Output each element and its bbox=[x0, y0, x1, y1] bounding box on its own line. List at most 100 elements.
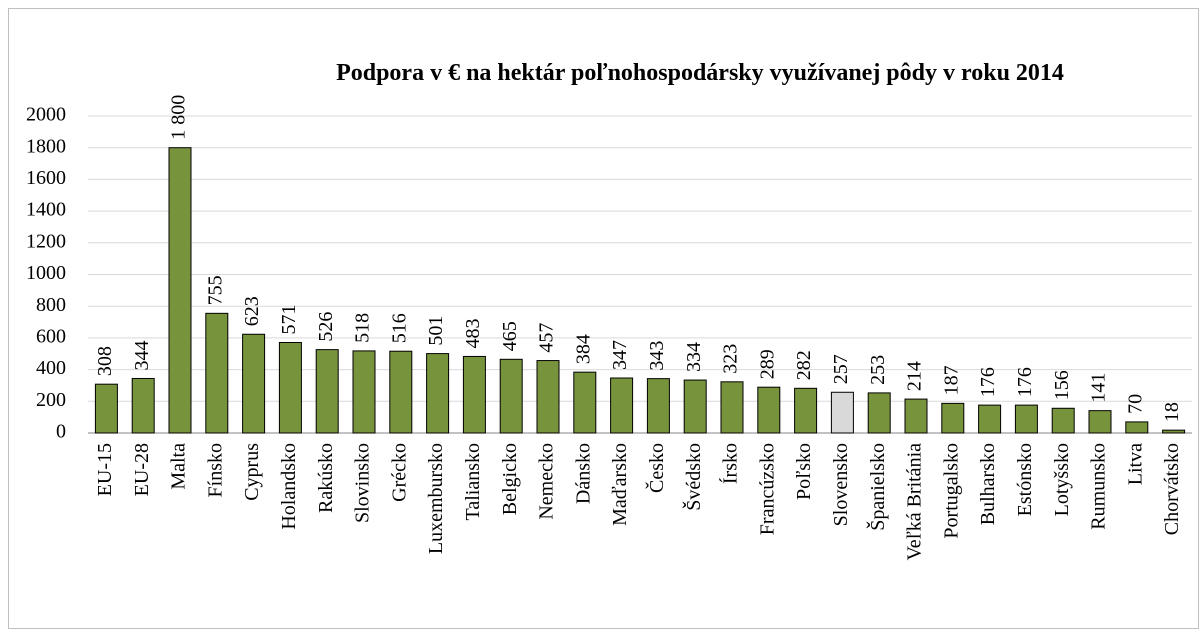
bar bbox=[720, 381, 744, 434]
bar bbox=[646, 378, 670, 434]
value-label: 334 bbox=[683, 342, 705, 372]
value-label: 214 bbox=[904, 361, 926, 391]
bar bbox=[904, 398, 928, 434]
value-label: 289 bbox=[756, 349, 778, 379]
y-tick-label: 1600 bbox=[26, 167, 66, 189]
bar bbox=[315, 349, 339, 434]
x-tick-label: Belgicko bbox=[499, 443, 521, 515]
value-label: 516 bbox=[388, 313, 410, 343]
x-tick-label: Estónsko bbox=[1014, 443, 1036, 516]
bar bbox=[573, 371, 597, 434]
value-label: 257 bbox=[830, 354, 852, 384]
chart-title: Podpora v € na hektár poľnohospodársky v… bbox=[336, 60, 1064, 86]
value-label: 141 bbox=[1088, 373, 1110, 403]
bar bbox=[1162, 429, 1186, 434]
y-tick-label: 1000 bbox=[26, 262, 66, 284]
x-tick-label: Litva bbox=[1124, 443, 1146, 485]
value-label: 571 bbox=[278, 304, 300, 334]
x-tick-label: Bulharsko bbox=[977, 443, 999, 525]
value-label: 623 bbox=[241, 296, 263, 326]
x-tick-label: Poľsko bbox=[793, 443, 815, 500]
x-tick-label: Francúzsko bbox=[756, 443, 778, 535]
value-label: 282 bbox=[793, 350, 815, 380]
bar bbox=[1014, 404, 1038, 434]
bar bbox=[242, 333, 266, 434]
value-label: 384 bbox=[572, 334, 594, 364]
x-tick-label: Veľká Británia bbox=[904, 443, 926, 561]
x-tick-label: Maďarsko bbox=[609, 443, 631, 526]
bar bbox=[499, 358, 523, 434]
bar bbox=[94, 383, 118, 434]
bar bbox=[389, 350, 413, 434]
value-label: 18 bbox=[1161, 402, 1183, 422]
value-label: 156 bbox=[1051, 370, 1073, 400]
value-label: 465 bbox=[499, 321, 521, 351]
y-tick-label: 1200 bbox=[26, 230, 66, 252]
value-label: 176 bbox=[1014, 367, 1036, 397]
x-tick-label: Portugalsko bbox=[940, 443, 962, 539]
x-tick-label: Rakúsko bbox=[315, 443, 337, 513]
bar bbox=[352, 350, 376, 434]
x-tick-label: Luxembursko bbox=[425, 443, 447, 554]
value-label: 457 bbox=[536, 323, 558, 353]
x-tick-label: Španielsko bbox=[865, 443, 889, 531]
value-label: 323 bbox=[720, 344, 742, 374]
x-tick-label: Rumunsko bbox=[1088, 443, 1110, 530]
value-label: 501 bbox=[425, 316, 447, 346]
bar bbox=[683, 379, 707, 434]
value-label: 755 bbox=[204, 275, 226, 305]
value-label: 347 bbox=[609, 340, 631, 370]
x-tick-label: Švédsko bbox=[681, 443, 705, 511]
bar bbox=[462, 355, 486, 434]
value-label: 187 bbox=[940, 365, 962, 395]
bar bbox=[978, 404, 1002, 434]
y-tick-label: 200 bbox=[36, 389, 66, 411]
x-tick-label: Chorvátsko bbox=[1161, 443, 1183, 535]
bar bbox=[426, 353, 450, 434]
bar bbox=[1125, 421, 1149, 434]
bar bbox=[1088, 410, 1112, 434]
y-tick-label: 2000 bbox=[26, 104, 66, 126]
y-tick-label: 0 bbox=[56, 421, 66, 443]
x-tick-label: Grécko bbox=[388, 443, 410, 502]
value-label: 70 bbox=[1124, 394, 1146, 414]
y-tick-label: 1800 bbox=[26, 135, 66, 157]
value-label: 1 800 bbox=[168, 95, 190, 140]
bar bbox=[610, 377, 634, 434]
y-tick-label: 1400 bbox=[26, 199, 66, 221]
x-tick-label: EU-28 bbox=[131, 443, 153, 496]
x-tick-label: Írsko bbox=[719, 443, 742, 484]
x-tick-label: Lotyšsko bbox=[1051, 443, 1073, 516]
value-label: 308 bbox=[94, 346, 116, 376]
bar bbox=[830, 391, 854, 434]
bar bbox=[536, 360, 560, 434]
bar bbox=[794, 387, 818, 434]
y-tick-label: 600 bbox=[36, 325, 66, 347]
x-tick-label: EU-15 bbox=[94, 443, 116, 496]
value-label: 526 bbox=[315, 312, 337, 342]
x-tick-label: Malta bbox=[168, 443, 190, 490]
x-tick-label: Slovinsko bbox=[352, 443, 374, 523]
bar bbox=[867, 392, 891, 434]
x-tick-label: Holandsko bbox=[278, 443, 300, 530]
x-tick-label: Taliansko bbox=[462, 443, 484, 520]
value-label: 483 bbox=[462, 318, 484, 348]
bar bbox=[278, 341, 302, 434]
x-tick-label: Česko bbox=[644, 443, 668, 493]
y-tick-label: 400 bbox=[36, 357, 66, 379]
value-label: 343 bbox=[646, 341, 668, 371]
x-tick-label: Nemecko bbox=[536, 443, 558, 520]
value-label: 176 bbox=[977, 367, 999, 397]
x-tick-label: Dánsko bbox=[572, 443, 594, 504]
x-tick-label: Fínsko bbox=[204, 443, 226, 497]
bar bbox=[205, 312, 229, 434]
value-label: 344 bbox=[131, 340, 153, 370]
value-label: 253 bbox=[867, 355, 889, 385]
bar bbox=[1051, 407, 1075, 434]
bar bbox=[757, 386, 781, 434]
bar bbox=[168, 147, 192, 434]
x-tick-label: Cyprus bbox=[241, 443, 263, 501]
value-label: 518 bbox=[352, 313, 374, 343]
